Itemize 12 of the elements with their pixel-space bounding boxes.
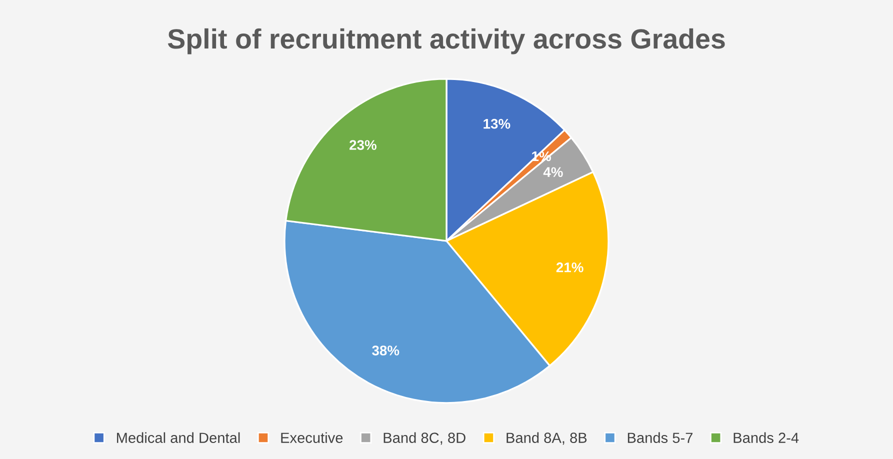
legend-label: Bands 2-4 [734, 432, 799, 443]
legend-label: Executive [281, 432, 343, 443]
data-label: 13% [484, 118, 510, 129]
data-label: 23% [350, 140, 376, 150]
legend-label: Band 8C, 8D [384, 432, 466, 445]
data-label: 4% [543, 167, 563, 177]
data-label: 21% [556, 262, 584, 272]
legend-label: Bands 5-7 [628, 432, 692, 443]
legend-label: Band 8A, 8B [506, 432, 587, 445]
legend-label: Medical and Dental [117, 432, 240, 443]
data-label: 38% [372, 346, 400, 356]
chart-title: Split of recruitment activity across Grades [168, 28, 725, 54]
